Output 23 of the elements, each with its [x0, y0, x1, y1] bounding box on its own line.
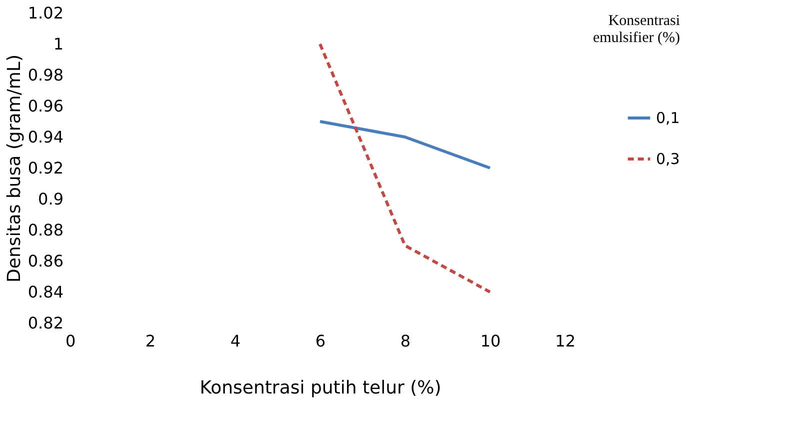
y-tick-label: 0.86 — [28, 252, 64, 270]
y-tick-label: 0.96 — [28, 96, 64, 116]
y-tick-label: 0.94 — [28, 128, 64, 146]
legend-label: 0,1 — [656, 109, 680, 127]
x-tick-label: 0 — [66, 332, 76, 350]
y-tick-label: 0.88 — [28, 220, 64, 240]
x-axis-title: Konsentrasi putih telur (%) — [200, 378, 442, 398]
legend-title: Konsentrasi emulsifier (%) — [592, 13, 680, 46]
y-tick-label: 0.98 — [28, 66, 64, 84]
x-tick-label: 2 — [145, 332, 156, 350]
y-tick-label: 0.84 — [28, 282, 64, 302]
x-tick-label: 10 — [480, 332, 501, 350]
x-tick-label: 12 — [555, 332, 576, 350]
y-tick-label: 1 — [53, 34, 64, 54]
x-tick-label: 4 — [230, 332, 241, 350]
y-tick-label: 0.82 — [28, 314, 64, 332]
y-tick-label: 0.92 — [28, 158, 64, 178]
y-axis-title: Densitas busa (gram/mL) — [4, 54, 25, 282]
x-tick-label: 6 — [315, 332, 326, 350]
legend-label: 0,3 — [656, 150, 680, 168]
y-tick-label: 1.02 — [28, 4, 64, 22]
y-tick-label: 0.9 — [38, 190, 64, 208]
x-tick-label: 8 — [400, 332, 411, 350]
